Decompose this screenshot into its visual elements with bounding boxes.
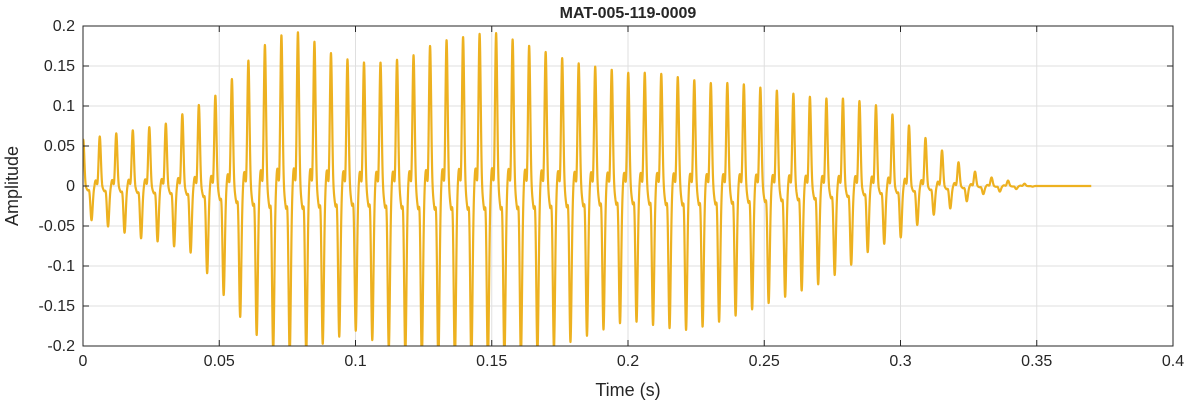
y-tick-label: -0.1: [47, 258, 75, 275]
y-tick-label: 0.1: [53, 98, 75, 115]
y-tick-label: 0.2: [53, 18, 75, 35]
x-tick-label: 0.35: [1021, 353, 1052, 370]
x-tick-label: 0.3: [889, 353, 911, 370]
x-tick-label: 0.4: [1162, 353, 1184, 370]
y-tick-label: 0: [66, 178, 75, 195]
x-tick-label: 0: [79, 353, 88, 370]
plot-area: [83, 31, 1093, 346]
y-tick-label: -0.15: [39, 298, 76, 315]
y-tick-label: 0.15: [44, 58, 75, 75]
ticks: 0 0.05 0.1 0.15 0.2 0.25 0.3 0.35 0.4 -0.2 -0.15 -0…: [39, 18, 1185, 370]
x-tick-label: 0.25: [749, 353, 780, 370]
x-tick-label: 0.05: [204, 353, 235, 370]
y-tick-label: -0.2: [47, 338, 75, 355]
x-tick-label: 0.15: [476, 353, 507, 370]
chart-title: MAT-005-119-0009: [560, 5, 697, 22]
waveform-line: [83, 31, 1093, 346]
y-tick-label: 0.05: [44, 138, 75, 155]
y-tick-label: -0.05: [39, 218, 76, 235]
x-axis-label: Time (s): [595, 380, 660, 400]
y-axis-label: Amplitude: [2, 146, 22, 226]
x-tick-label: 0.1: [344, 353, 366, 370]
x-tick-label: 0.2: [617, 353, 639, 370]
